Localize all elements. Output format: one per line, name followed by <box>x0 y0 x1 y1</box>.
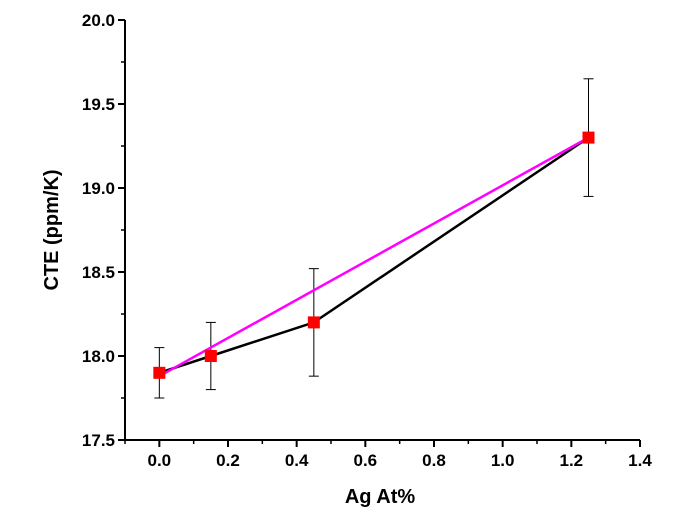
data-point <box>204 350 217 362</box>
y-axis-title: CTE (ppm/K) <box>41 169 63 290</box>
data-point <box>153 366 166 379</box>
x-tick-label: 0.4 <box>285 451 309 470</box>
marks <box>153 78 595 399</box>
data-point <box>307 316 320 329</box>
y-tick-label: 19.5 <box>82 95 115 114</box>
x-tick-label: 1.2 <box>560 451 584 470</box>
y-tick-label: 20.0 <box>82 11 115 30</box>
x-tick-label: 1.0 <box>491 451 515 470</box>
x-axis-title: Ag At% <box>345 486 416 508</box>
y-tick-label: 17.5 <box>82 431 115 450</box>
y-tick-label: 18.0 <box>82 347 115 366</box>
y-tick-label: 18.5 <box>82 263 115 282</box>
x-tick-label: 0.0 <box>148 451 172 470</box>
x-tick-label: 0.2 <box>216 451 240 470</box>
ticks: 0.0 0.2 0.4 0.6 0.8 1.0 1.2 1.4 17.5 18.0 18.5 19.0… <box>82 11 652 470</box>
x-tick-label: 0.8 <box>422 451 446 470</box>
x-tick-label: 0.6 <box>354 451 378 470</box>
axes <box>124 20 640 441</box>
fit-line <box>158 136 590 378</box>
data-point <box>582 131 595 144</box>
x-tick-label: 1.4 <box>628 451 652 470</box>
series-line <box>158 136 590 374</box>
y-tick-label: 19.0 <box>82 179 115 198</box>
